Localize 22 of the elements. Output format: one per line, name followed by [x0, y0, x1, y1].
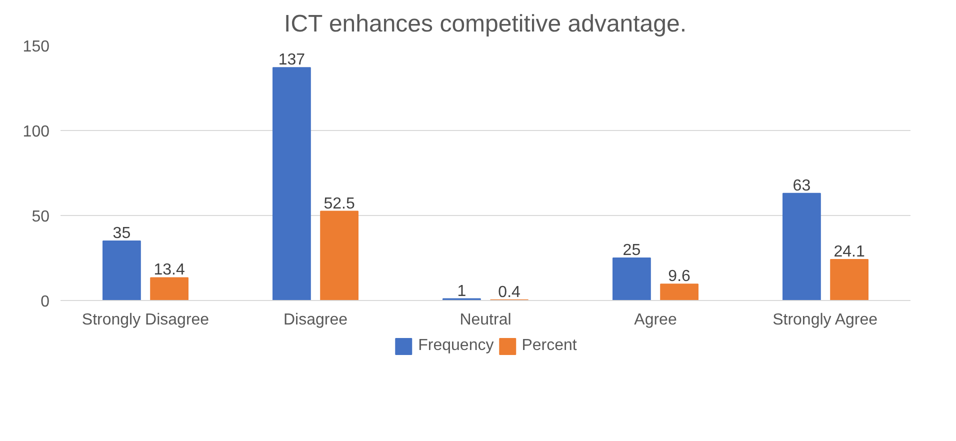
data-label: 1	[457, 282, 466, 300]
data-label: 52.5	[324, 195, 355, 212]
data-label: 0.4	[498, 284, 521, 301]
data-label: 25	[622, 242, 641, 259]
y-tick-label: 100	[22, 124, 50, 140]
x-tick-label: Strongly Agree	[772, 312, 878, 328]
x-tick-label: Strongly Disagree	[82, 312, 210, 328]
y-tick-label: 150	[22, 38, 50, 56]
x-tick-label: Neutral	[460, 312, 512, 328]
x-tick-label: Agree	[634, 312, 677, 328]
data-label: 137	[278, 52, 306, 69]
data-label: 35	[112, 225, 131, 242]
y-tick-label: 0	[40, 294, 50, 310]
x-tick-label: Disagree	[283, 312, 348, 328]
chart-title: ICT enhances competitive advantage.	[284, 10, 687, 38]
data-label: 24.1	[834, 244, 865, 261]
data-label: 9.6	[668, 268, 691, 286]
y-tick-label: 50	[32, 208, 50, 226]
legend-label: Percent	[522, 337, 577, 355]
data-label: 13.4	[154, 262, 185, 279]
data-label: 63	[792, 177, 811, 194]
legend-label: Frequency	[418, 337, 494, 355]
